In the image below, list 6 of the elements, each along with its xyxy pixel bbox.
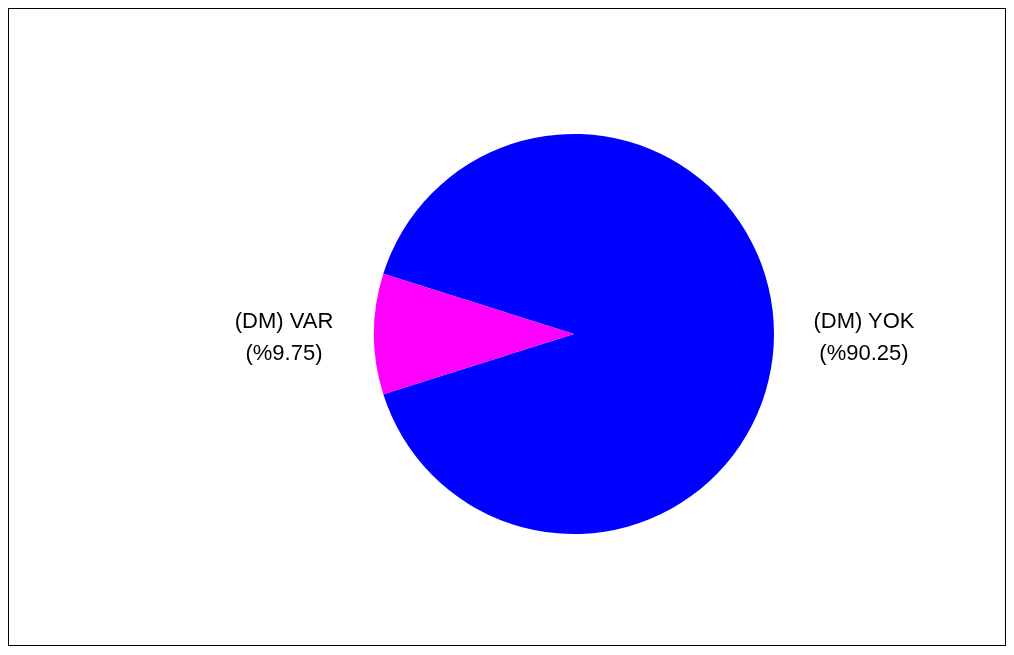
slice-label: (DM) VAR <box>234 308 334 333</box>
data-label: (%9.75) <box>245 340 323 365</box>
slice-label: (DM) YOK <box>813 308 915 333</box>
pie-slice <box>383 134 774 534</box>
pie-slice <box>374 273 574 395</box>
data-label: (%90.25) <box>819 340 909 365</box>
